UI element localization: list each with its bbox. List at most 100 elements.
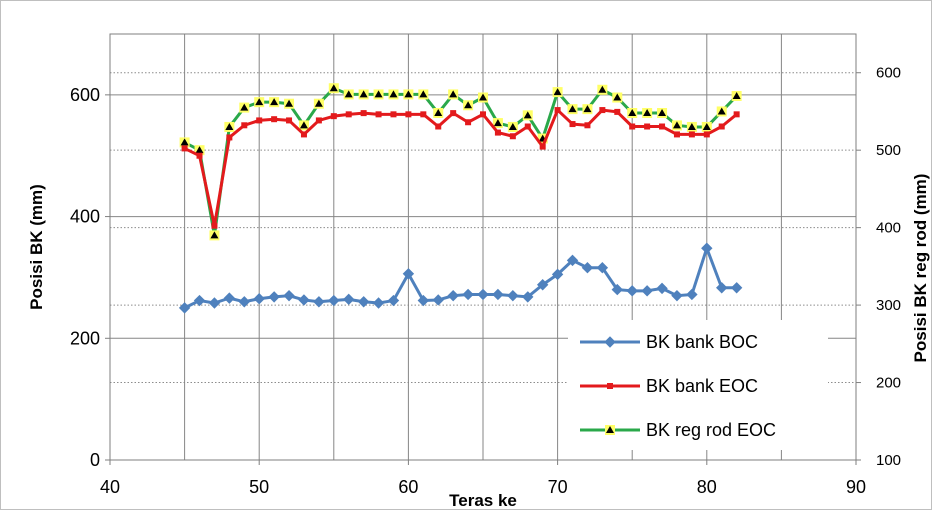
data-point-marker	[701, 242, 713, 254]
data-point-marker	[405, 111, 412, 118]
data-point-marker	[343, 293, 355, 306]
legend-entry: BK bank EOC	[580, 376, 758, 396]
data-point-marker	[195, 146, 204, 154]
data-point-marker	[223, 292, 236, 304]
data-point-marker	[464, 101, 473, 109]
data-point-marker	[450, 110, 457, 117]
data-point-marker	[389, 90, 398, 98]
y-tick-label: 400	[70, 207, 100, 227]
data-point-marker	[387, 294, 400, 307]
data-point-marker	[614, 108, 621, 115]
data-point-marker	[449, 90, 458, 98]
data-point-marker	[344, 90, 353, 98]
data-point-marker	[673, 131, 680, 138]
x-tick-label: 80	[697, 477, 717, 497]
data-point-marker	[419, 90, 428, 98]
data-point-marker	[180, 138, 189, 146]
data-point-marker	[658, 109, 667, 117]
data-point-marker	[656, 282, 668, 295]
data-point-marker	[671, 289, 683, 302]
data-point-marker	[357, 296, 370, 308]
data-point-marker	[672, 121, 681, 129]
data-point-marker	[604, 336, 616, 348]
data-point-marker	[566, 254, 579, 267]
data-point-marker	[329, 84, 338, 92]
data-point-marker	[330, 113, 337, 120]
series-bk-reg-rod-eoc	[179, 83, 742, 241]
data-point-marker	[435, 123, 442, 130]
data-point-marker	[404, 90, 413, 98]
x-tick-label: 50	[249, 477, 269, 497]
data-point-marker	[717, 107, 726, 115]
data-point-marker	[607, 383, 613, 389]
data-point-marker	[493, 119, 502, 127]
y2-tick-label: 400	[876, 220, 901, 237]
data-point-marker	[522, 291, 534, 303]
data-point-marker	[178, 302, 191, 314]
x-tick-label: 90	[846, 477, 866, 497]
data-point-marker	[606, 426, 614, 433]
data-point-marker	[686, 288, 698, 301]
data-point-marker	[193, 294, 206, 307]
data-point-marker	[270, 98, 279, 106]
data-point-marker	[611, 283, 623, 296]
data-point-marker	[730, 282, 743, 294]
data-point-marker	[626, 285, 638, 297]
data-point-marker	[507, 289, 519, 302]
data-point-marker	[641, 285, 653, 297]
data-point-marker	[492, 288, 504, 301]
data-point-marker	[181, 145, 188, 152]
y2-tick-label: 500	[876, 142, 901, 159]
data-point-marker	[613, 93, 622, 101]
data-point-marker	[568, 105, 577, 113]
data-point-marker	[315, 117, 322, 124]
data-point-marker	[286, 117, 293, 124]
x-tick-label: 40	[100, 477, 120, 497]
data-point-marker	[271, 116, 278, 123]
data-point-marker	[208, 297, 221, 309]
data-point-marker	[536, 279, 549, 291]
data-point-marker	[360, 110, 367, 117]
data-point-marker	[583, 105, 592, 113]
data-point-marker	[598, 85, 607, 93]
data-point-marker	[599, 107, 606, 114]
data-point-marker	[240, 103, 249, 111]
data-point-marker	[256, 117, 263, 124]
data-point-marker	[551, 268, 564, 281]
data-point-marker	[374, 90, 383, 98]
y2-tick-label: 300	[876, 297, 901, 314]
data-point-marker	[659, 123, 666, 130]
y2-tick-label: 100	[876, 452, 901, 469]
data-point-marker	[298, 294, 310, 306]
y-tick-label: 600	[70, 85, 100, 105]
y2-tick-label: 600	[876, 65, 901, 82]
data-point-marker	[417, 294, 430, 307]
data-point-marker	[524, 123, 531, 130]
data-point-marker	[225, 122, 234, 130]
data-point-marker	[372, 297, 385, 309]
legend-label: BK bank BOC	[646, 332, 758, 352]
x-axis-title: Teras ke	[449, 491, 517, 510]
legend-entry: BK bank BOC	[580, 332, 758, 352]
y2-axis-title: Posisi BK reg rod (mm)	[911, 174, 930, 363]
data-point-marker	[211, 222, 218, 229]
series-bk-bank-eoc	[181, 107, 740, 229]
data-point-marker	[554, 107, 561, 114]
data-point-marker	[716, 282, 728, 294]
data-point-marker	[285, 99, 294, 107]
data-point-marker	[238, 296, 250, 308]
data-point-marker	[375, 111, 382, 118]
data-point-marker	[718, 123, 725, 130]
data-point-marker	[539, 143, 546, 150]
data-point-marker	[581, 261, 594, 274]
data-point-marker	[345, 111, 352, 118]
legend-label: BK bank EOC	[646, 376, 758, 396]
data-point-marker	[226, 134, 233, 141]
data-point-marker	[596, 261, 609, 274]
data-point-marker	[313, 296, 325, 308]
data-point-marker	[509, 133, 516, 140]
data-point-marker	[733, 111, 740, 118]
data-point-marker	[629, 123, 636, 130]
data-point-marker	[703, 131, 710, 138]
